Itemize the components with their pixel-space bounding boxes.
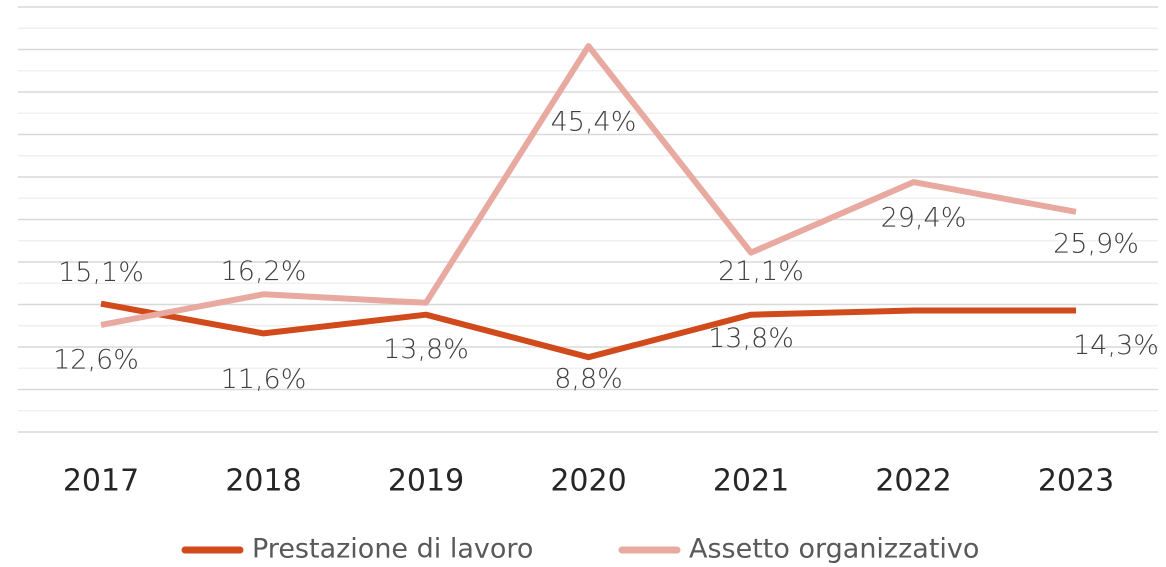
data-label: 45,4% bbox=[551, 107, 637, 138]
x-tick-label: 2018 bbox=[225, 464, 301, 499]
data-label: 11,6% bbox=[221, 364, 307, 395]
data-label: 15,1% bbox=[58, 257, 144, 288]
data-label: 29,4% bbox=[881, 203, 967, 234]
x-tick-label: 2021 bbox=[713, 464, 789, 499]
data-label: 13,8% bbox=[708, 323, 794, 354]
data-label: 8,8% bbox=[554, 364, 623, 395]
data-label: 21,1% bbox=[718, 256, 804, 287]
x-tick-label: 2017 bbox=[63, 464, 139, 499]
series-line bbox=[100, 43, 1077, 328]
data-label: 13,8% bbox=[383, 334, 469, 365]
x-tick-label: 2022 bbox=[875, 464, 951, 499]
legend-label: Prestazione di lavoro bbox=[252, 534, 533, 565]
x-tick-label: 2023 bbox=[1038, 464, 1114, 499]
series-line bbox=[100, 300, 1076, 361]
data-label: 12,6% bbox=[53, 344, 139, 375]
legend-label: Assetto organizzativo bbox=[689, 534, 979, 565]
x-tick-label: 2019 bbox=[388, 464, 464, 499]
x-tick-label: 2020 bbox=[550, 464, 626, 499]
data-label: 25,9% bbox=[1053, 228, 1139, 259]
data-label: 16,2% bbox=[221, 256, 307, 287]
data-label: 14,3% bbox=[1073, 330, 1159, 361]
